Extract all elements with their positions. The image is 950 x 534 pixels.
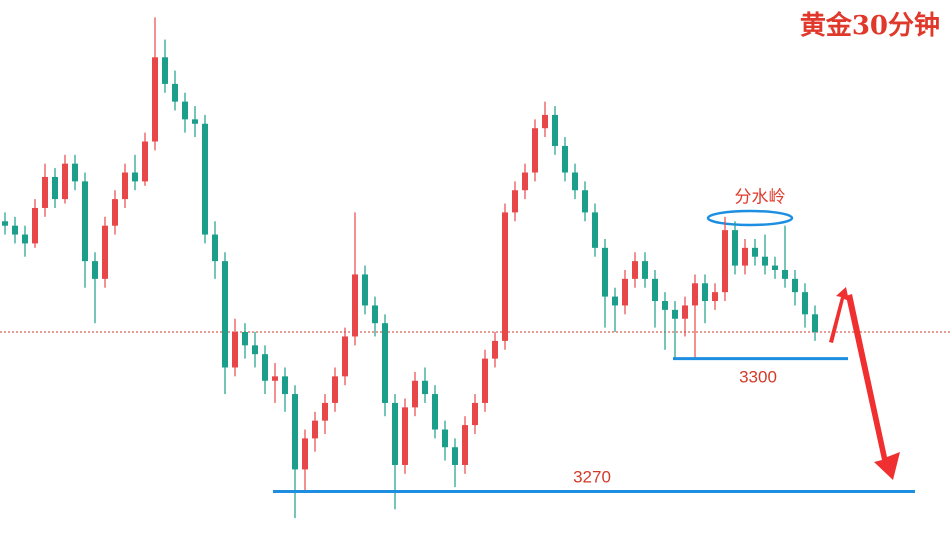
candle-body (462, 425, 468, 465)
candle-body (442, 429, 448, 448)
candle-body (92, 261, 98, 279)
candle-body (242, 332, 248, 346)
candle-body (622, 278, 628, 306)
candle-body (682, 305, 688, 319)
candle-body (712, 292, 718, 302)
candle-body (132, 172, 138, 182)
candle-body (582, 190, 588, 213)
candle-body (222, 261, 228, 368)
candle-body (512, 190, 518, 213)
candle-body (372, 305, 378, 324)
candle-body (42, 176, 48, 208)
candle-body (262, 354, 268, 381)
candle-body (282, 376, 288, 395)
candle-body (802, 292, 808, 315)
candle-body (182, 101, 188, 120)
candle-body (702, 283, 708, 302)
candle-body (812, 314, 818, 333)
candle-body (102, 225, 108, 279)
candle-body (432, 394, 438, 430)
candle-body (752, 247, 758, 257)
annotation: 分水岭 (735, 188, 786, 208)
candle-body (562, 145, 568, 173)
candle-body (202, 123, 208, 235)
candle-body (732, 230, 738, 266)
candle-body (572, 172, 578, 191)
candle-body (422, 380, 428, 395)
candle-body (652, 278, 658, 302)
candle-body (602, 247, 608, 297)
candle-body (252, 345, 258, 355)
candle-body (2, 221, 8, 226)
candle-body (772, 265, 778, 270)
candle-body (592, 212, 598, 248)
candle-body (302, 438, 308, 470)
candle-body (142, 141, 148, 182)
candle-body (172, 83, 178, 102)
candle-body (62, 163, 68, 200)
candle-body (162, 57, 168, 84)
candle-body (452, 447, 458, 465)
level-label: 3300 (739, 367, 777, 386)
candle-body (32, 207, 38, 244)
candle-body (12, 225, 18, 235)
candle-body (322, 402, 328, 421)
candle-body (692, 283, 698, 306)
candle-body (22, 234, 28, 244)
candle-body (402, 407, 408, 465)
candle-body (672, 309, 678, 319)
candle-body (792, 278, 798, 293)
candle-body (312, 420, 318, 439)
candle-body (552, 114, 558, 146)
candle-body (82, 181, 88, 262)
candle-body (532, 128, 538, 173)
arrow-down (846, 294, 900, 480)
candle-body (472, 402, 478, 426)
candle-body (382, 323, 388, 403)
candle-body (642, 261, 648, 279)
candle-body (502, 212, 508, 341)
candle-body (762, 256, 768, 266)
candle-body (782, 270, 788, 279)
chart-title: 黄金30分钟 (800, 10, 940, 41)
candle-body (412, 380, 418, 408)
candle-body (212, 234, 218, 262)
candle-body (342, 336, 348, 377)
candle-body (72, 163, 78, 182)
candle-body (122, 172, 128, 200)
candle-body (362, 274, 368, 306)
candle-body (352, 274, 358, 337)
candle-body (612, 296, 618, 306)
candle-body (742, 247, 748, 266)
candle-body (722, 230, 728, 293)
highlight-ellipse (706, 209, 794, 227)
candle-body (332, 376, 338, 403)
candle-body (482, 358, 488, 403)
candle-body (542, 114, 548, 129)
candle-body (662, 301, 668, 310)
candle-body (232, 332, 238, 368)
candle-body (112, 199, 118, 226)
candle-body (272, 376, 278, 381)
level-label: 3270 (573, 467, 611, 486)
candle-body (522, 172, 528, 191)
candle-body (492, 340, 498, 359)
candle-body (392, 402, 398, 465)
candle-body (292, 394, 298, 470)
candle-body (192, 119, 198, 124)
candle-body (152, 57, 158, 142)
arrow-up (829, 287, 849, 343)
candle-body (632, 261, 638, 279)
candle-body (52, 176, 58, 200)
